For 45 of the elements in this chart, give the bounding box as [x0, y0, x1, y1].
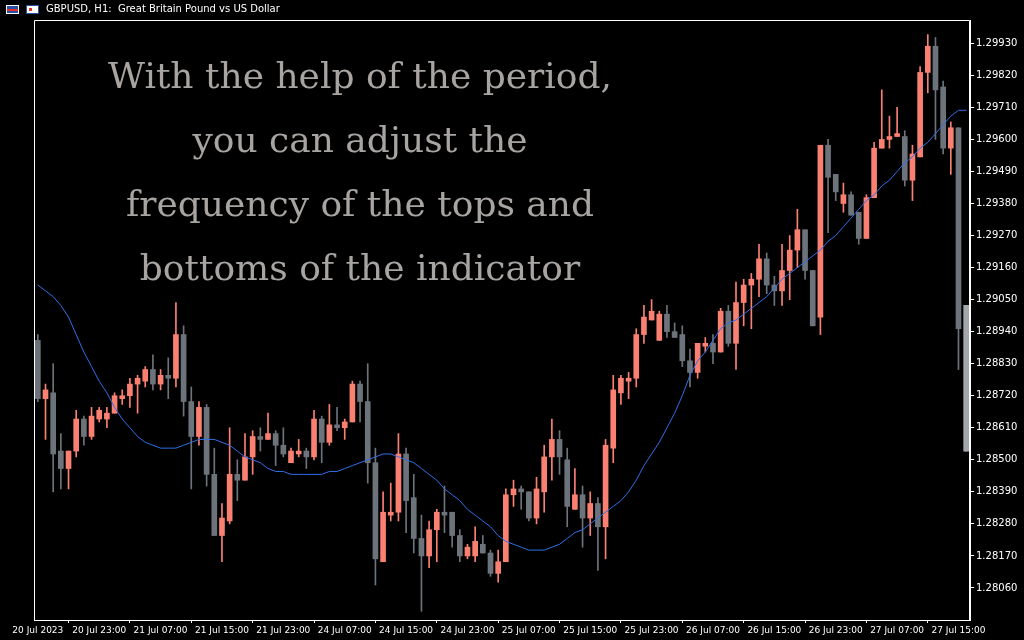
x-tick-label: 26 Jul 15:00	[747, 624, 802, 635]
x-tick-label: 25 Jul 07:00	[501, 624, 557, 635]
x-tick-label: 27 Jul 15:00	[931, 624, 986, 635]
y-tick-label: 1.28720	[976, 389, 1018, 401]
x-tick-label: 20 Jul 23:00	[72, 624, 127, 635]
x-tick-label: 25 Jul 15:00	[563, 624, 618, 635]
y-tick-label: 1.29930	[976, 36, 1018, 48]
x-tick-label: 27 Jul 07:00	[870, 624, 925, 635]
y-tick-label: 1.29600	[976, 133, 1018, 145]
candlestick	[234, 459, 241, 501]
y-tick-label: 1.29160	[976, 261, 1018, 273]
x-tick-label: 25 Jul 23:00	[624, 624, 679, 635]
y-tick-label: 1.29380	[976, 197, 1018, 209]
x-tick-label: 26 Jul 07:00	[685, 624, 741, 635]
x-tick-label: 20 Jul 2023	[12, 624, 64, 635]
y-tick-label: 1.29050	[976, 293, 1018, 305]
x-tick-label: 21 Jul 15:00	[194, 624, 250, 635]
y-tick-label: 1.28390	[976, 485, 1018, 497]
x-tick-label: 24 Jul 07:00	[317, 624, 372, 635]
candlestick	[257, 427, 264, 452]
y-tick-label: 1.28170	[976, 549, 1018, 561]
y-tick-label: 1.28940	[976, 325, 1018, 337]
candlestick	[165, 357, 172, 399]
y-tick-label: 1.29270	[976, 229, 1018, 241]
candlestick	[295, 439, 302, 458]
y-tick-label: 1.29710	[976, 100, 1018, 112]
y-tick-label: 1.28500	[976, 453, 1018, 465]
candlestick	[387, 482, 394, 522]
x-tick-label: 24 Jul 23:00	[440, 624, 495, 635]
x-tick-label: 21 Jul 07:00	[133, 624, 188, 635]
y-tick-label: 1.28280	[976, 517, 1018, 529]
y-tick-label: 1.28830	[976, 357, 1018, 369]
candlestick	[518, 485, 525, 510]
annotation: With the help of the period, you can adjust the frequency of the tops and bottoms of the indicator	[107, 54, 613, 290]
candlestick	[878, 89, 885, 149]
candlestick	[894, 107, 900, 137]
y-tick-label: 1.29820	[976, 68, 1018, 80]
candlestick	[334, 407, 340, 432]
x-tick-label: 26 Jul 23:00	[808, 624, 863, 635]
y-tick-label: 1.29490	[976, 165, 1018, 177]
chart-title: GBPUSD, H1: Great Britain Pound vs US Dollar	[46, 3, 280, 14]
y-tick-label: 1.28610	[976, 421, 1018, 433]
y-tick-label: 1.28060	[976, 581, 1018, 593]
x-tick-label: 21 Jul 23:00	[256, 624, 311, 635]
x-tick-label: 24 Jul 15:00	[379, 624, 434, 635]
